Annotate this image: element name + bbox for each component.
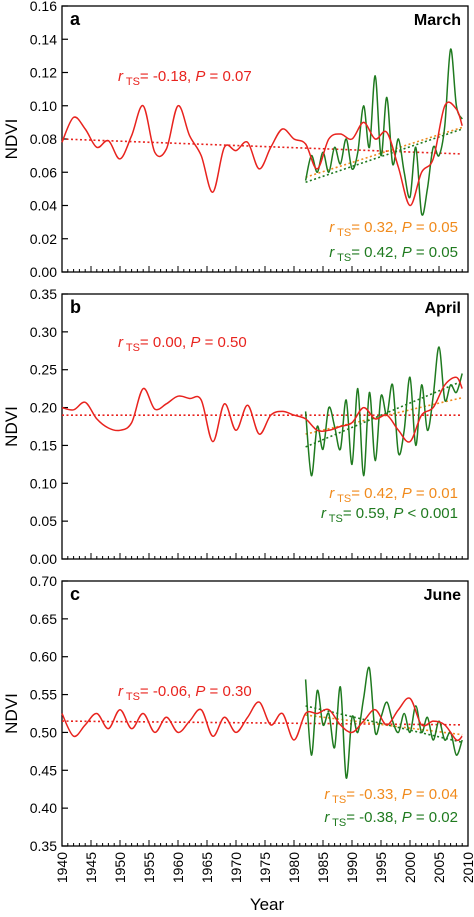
month-label: March [414, 12, 461, 29]
stat-label-orange: r TS= 0.32, P = 0.05 [329, 219, 458, 239]
y-tick-label: 0.00 [30, 551, 57, 567]
trend-line-green [305, 128, 463, 183]
y-tick-label: 0.06 [30, 164, 57, 180]
panel-label: a [70, 9, 81, 29]
y-tick-label: 0.70 [30, 573, 57, 589]
y-tick-label: 0.08 [30, 131, 57, 147]
x-tick-label: 2000 [402, 852, 418, 883]
x-tick-label: 1985 [315, 852, 331, 883]
chart-panel-a: 0.00 0.02 0.04 0.06 0.08 0.10 0.12 0.14 0.16 NDVI… [2, 0, 469, 280]
chart-panel-c: 0.35 0.40 0.45 0.50 0.55 0.60 0.65 0.70 1940 1945… [2, 573, 474, 883]
y-tick-label: 0.05 [30, 513, 57, 529]
series-line-green [304, 346, 463, 477]
x-tick-label: 2010 [460, 852, 474, 883]
panel-label: c [70, 584, 80, 604]
x-tick-label: 1950 [112, 852, 128, 883]
series-line-red [61, 101, 463, 207]
y-tick-label: 0.14 [30, 31, 57, 47]
stat-label-red: r TS= 0.00, P = 0.50 [118, 334, 247, 354]
x-axis-title: Year [250, 895, 285, 914]
stat-label-orange: r TS= -0.33, P = 0.04 [324, 786, 458, 806]
stat-label-green: r TS= 0.42, P = 0.05 [329, 244, 458, 264]
y-tick-label: 0.55 [30, 687, 57, 703]
y-axis-title: NDVI [2, 119, 21, 160]
series-line-red [61, 376, 463, 443]
series-line-green [304, 666, 463, 779]
y-tick-label: 0.35 [30, 286, 57, 302]
y-tick-label: 0.25 [30, 362, 57, 378]
month-label: June [424, 587, 461, 604]
x-tick-label: 1995 [373, 852, 389, 883]
x-tick-label: 1945 [83, 852, 99, 883]
x-tick-label: 1955 [141, 852, 157, 883]
trend-line-red [61, 720, 463, 726]
stat-label-green: r TS= 0.59, P < 0.001 [321, 505, 458, 525]
x-tick-label: 1965 [199, 852, 215, 883]
x-tick-label: 1990 [344, 852, 360, 883]
stat-label-orange: r TS= 0.42, P = 0.01 [329, 485, 458, 505]
y-tick-label: 0.45 [30, 762, 57, 778]
x-tick-label: 1980 [286, 852, 302, 883]
y-tick-label: 0.15 [30, 437, 57, 453]
x-tick-label: 1960 [170, 852, 186, 883]
y-tick-label: 0.30 [30, 324, 57, 340]
y-tick-label: 0.60 [30, 649, 57, 665]
y-tick-label: 0.20 [30, 400, 57, 416]
x-tick-label: 1940 [54, 852, 70, 883]
x-tick-label: 1975 [257, 852, 273, 883]
y-tick-label: 0.10 [30, 98, 57, 114]
panel-label: b [70, 297, 81, 317]
trend-line-green [305, 380, 463, 448]
y-axis-title: NDVI [2, 693, 21, 734]
trend-line-red [61, 138, 463, 155]
y-tick-label: 0.16 [30, 0, 57, 14]
y-tick-label: 0.00 [30, 264, 57, 280]
y-tick-label: 0.02 [30, 231, 57, 247]
series-line-red [61, 697, 463, 742]
month-label: April [425, 300, 461, 317]
y-tick-label: 0.10 [30, 475, 57, 491]
y-tick-label: 0.40 [30, 800, 57, 816]
y-tick-label: 0.12 [30, 65, 57, 81]
x-tick-label: 1970 [228, 852, 244, 883]
y-tick-label: 0.50 [30, 724, 57, 740]
y-axis-title: NDVI [2, 406, 21, 447]
y-tick-label: 0.04 [30, 198, 57, 214]
trend-line-orange [305, 126, 463, 178]
y-tick-label: 0.65 [30, 611, 57, 627]
chart-panel-b: 0.00 0.05 0.10 0.15 0.20 0.25 0.30 0.35 NDVI b Apr… [2, 286, 469, 567]
stat-label-red: r TS= -0.06, P = 0.30 [118, 683, 252, 703]
stat-label-red: r TS= -0.18, P = 0.07 [118, 68, 252, 88]
x-tick-label: 2005 [431, 852, 447, 883]
stat-label-green: r TS= -0.38, P = 0.02 [324, 809, 458, 829]
y-tick-label: 0.35 [30, 838, 57, 854]
